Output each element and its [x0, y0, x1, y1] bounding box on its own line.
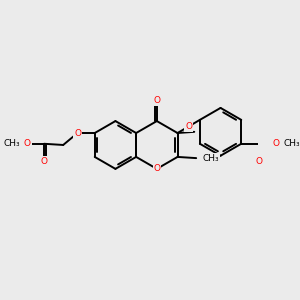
Text: O: O: [153, 96, 160, 105]
Text: O: O: [153, 164, 160, 173]
Text: CH₃: CH₃: [284, 139, 300, 148]
Text: O: O: [24, 139, 31, 148]
Text: O: O: [74, 128, 81, 137]
Text: CH₃: CH₃: [202, 154, 219, 163]
Text: O: O: [40, 157, 48, 166]
Text: O: O: [256, 157, 263, 166]
Text: O: O: [185, 122, 192, 131]
Text: O: O: [272, 139, 279, 148]
Text: CH₃: CH₃: [3, 139, 20, 148]
